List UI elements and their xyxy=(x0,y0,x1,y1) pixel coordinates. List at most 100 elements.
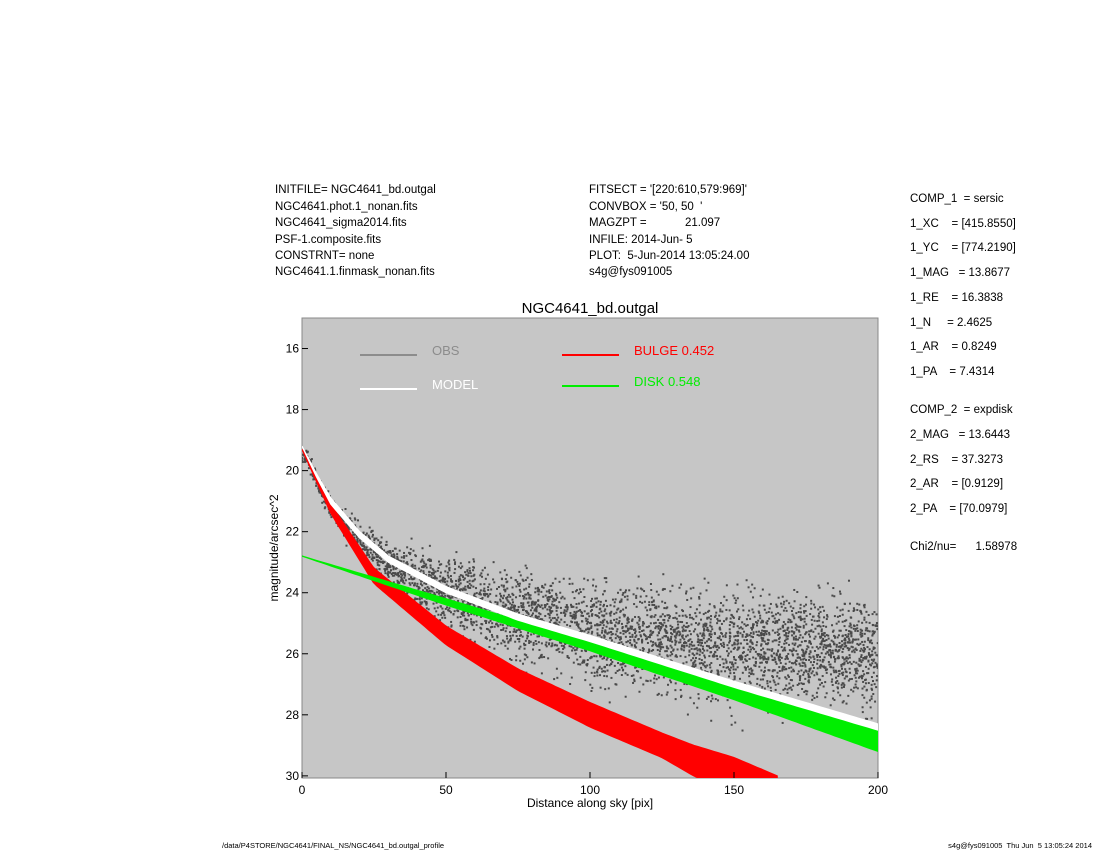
obs-point xyxy=(853,625,856,628)
obs-point xyxy=(852,609,855,612)
obs-point xyxy=(635,605,638,608)
obs-point xyxy=(688,649,691,652)
obs-point xyxy=(854,676,857,679)
obs-point xyxy=(762,632,765,635)
obs-point xyxy=(730,714,733,717)
obs-point xyxy=(727,654,730,657)
obs-point xyxy=(703,634,706,637)
obs-point xyxy=(847,649,850,652)
obs-point xyxy=(790,662,793,665)
obs-point xyxy=(599,686,602,689)
obs-point xyxy=(459,574,462,577)
obs-point xyxy=(792,615,795,618)
obs-point xyxy=(866,672,869,675)
chart-title: NGC4641_bd.outgal xyxy=(522,300,659,317)
obs-point xyxy=(595,614,598,617)
obs-point xyxy=(799,619,802,622)
obs-point xyxy=(481,569,484,572)
obs-point xyxy=(662,573,665,576)
obs-point xyxy=(384,565,387,568)
obs-point xyxy=(736,625,739,628)
obs-point xyxy=(359,541,362,544)
obs-point xyxy=(719,628,722,631)
obs-point xyxy=(448,563,451,566)
obs-point xyxy=(870,697,873,700)
obs-point xyxy=(870,664,873,667)
obs-point xyxy=(729,632,732,635)
obs-point xyxy=(787,621,790,624)
obs-point xyxy=(682,624,685,627)
obs-point xyxy=(748,657,751,660)
obs-point xyxy=(601,619,604,622)
obs-point xyxy=(642,650,645,653)
obs-point xyxy=(624,665,627,668)
convbox-text: CONVBOX = '50, 50 ' xyxy=(589,201,703,213)
obs-point xyxy=(536,616,539,619)
obs-point xyxy=(674,616,677,619)
obs-point xyxy=(689,633,692,636)
obs-point xyxy=(437,567,440,570)
obs-point xyxy=(671,626,674,629)
obs-point xyxy=(729,669,732,672)
obs-point xyxy=(833,595,836,598)
obs-point xyxy=(827,660,830,663)
obs-point xyxy=(502,601,505,604)
obs-point xyxy=(701,634,704,637)
obs-point xyxy=(427,559,430,562)
obs-point xyxy=(674,689,677,692)
obs-point xyxy=(738,627,741,630)
obs-point xyxy=(548,643,551,646)
obs-point xyxy=(792,670,795,673)
obs-point xyxy=(783,634,786,637)
obs-point xyxy=(542,595,545,598)
obs-point xyxy=(873,683,876,686)
obs-point xyxy=(729,617,732,620)
obs-point xyxy=(694,664,697,667)
phot-file-text: NGC4641.phot.1_nonan.fits xyxy=(275,201,418,213)
obs-point xyxy=(488,621,491,624)
obs-point xyxy=(712,646,715,649)
obs-point xyxy=(863,616,866,619)
obs-point xyxy=(781,595,784,598)
obs-point xyxy=(702,637,705,640)
obs-point xyxy=(745,618,748,621)
obs-point xyxy=(638,617,641,620)
obs-point xyxy=(762,657,765,660)
obs-point xyxy=(678,614,681,617)
obs-point xyxy=(848,647,851,650)
obs-point xyxy=(536,590,539,593)
obs-point xyxy=(730,666,733,669)
obs-point xyxy=(777,612,780,615)
obs-point xyxy=(674,639,677,642)
obs-point xyxy=(431,568,434,571)
obs-point xyxy=(502,627,505,630)
obs-point xyxy=(345,544,348,547)
obs-point xyxy=(375,537,378,540)
obs-point xyxy=(365,554,368,557)
obs-point xyxy=(385,540,388,543)
obs-point xyxy=(323,507,326,510)
obs-point xyxy=(522,579,525,582)
obs-point xyxy=(453,571,456,574)
obs-point xyxy=(841,608,844,611)
obs-point xyxy=(687,639,690,642)
legend-label: DISK 0.548 xyxy=(634,374,701,389)
obs-point xyxy=(734,668,737,671)
obs-point xyxy=(816,655,819,658)
obs-point xyxy=(535,608,538,611)
obs-point xyxy=(864,678,867,681)
obs-point xyxy=(761,588,764,591)
obs-point xyxy=(790,626,793,629)
obs-point xyxy=(600,655,603,658)
obs-point xyxy=(609,614,612,617)
obs-point xyxy=(496,601,499,604)
obs-point xyxy=(841,643,844,646)
obs-point xyxy=(760,643,763,646)
obs-point xyxy=(842,671,845,674)
obs-point xyxy=(503,588,506,591)
obs-point xyxy=(855,649,858,652)
obs-point xyxy=(844,639,847,642)
obs-point xyxy=(831,630,834,633)
obs-point xyxy=(421,547,424,550)
obs-point xyxy=(779,693,782,696)
